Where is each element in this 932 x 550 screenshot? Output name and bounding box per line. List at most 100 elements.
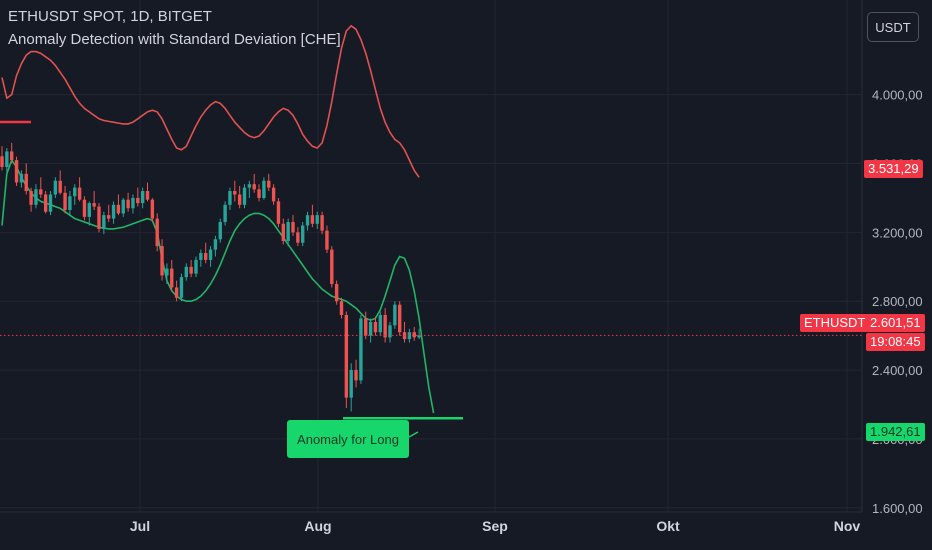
symbol-tag: ETHUSDT [800,314,870,332]
candle-body [320,215,324,231]
indicator-title[interactable]: Anomaly Detection with Standard Deviatio… [8,31,341,48]
y-tick-label: 2.800,00 [872,294,923,309]
candle-body [131,197,135,209]
candle-body [82,199,87,217]
candle-body [121,199,125,214]
candle-body [63,192,67,210]
symbol-title[interactable]: ETHUSDT SPOT, 1D, BITGET [8,8,212,25]
candle-body [29,191,33,205]
candle-body [223,204,227,223]
candle-body [174,287,179,298]
candle-body [301,225,305,243]
y-tick-label: 3.200,00 [872,225,923,240]
candle-body [271,187,276,202]
candle-body [107,215,111,219]
candle-body [68,196,72,210]
candle-body [252,184,256,190]
y-tick-label: 1.600,00 [872,501,923,516]
x-axis: Jul Aug Sep Okt Nov [0,511,932,534]
candle-body [48,194,53,212]
candle-body [228,191,232,205]
candle-body [43,194,48,212]
candle-body [58,180,62,193]
candle-body [257,189,261,198]
candle-body [145,191,150,200]
grid [0,0,862,512]
candle-body [87,203,91,217]
candle-body [0,156,4,167]
upper-band-price-tag: 3.531,29 [864,160,923,178]
candle-body [184,266,188,278]
candle-body [281,223,285,241]
candle-body [344,315,349,398]
candle-body [102,215,106,229]
candle-body [204,253,208,260]
candle-body [339,301,344,315]
candle-body [296,232,300,243]
candle-body [291,222,295,233]
candle-body [155,218,159,247]
candle-body [5,151,9,167]
candle-body [276,201,281,224]
y-tick-label: 2.400,00 [872,363,923,378]
candle-body [359,318,363,381]
candle-body [237,194,242,205]
label-tail [408,431,419,438]
y-axis-panel [862,0,932,550]
candle-body [92,203,96,207]
candle-body [19,173,24,183]
candle-body [398,304,402,333]
candle-body [24,173,28,192]
candle-body [116,204,121,214]
currency-unit-button[interactable]: USDT [867,12,919,42]
candle-body [179,277,184,298]
candle-body [39,189,43,195]
candle-body [412,332,416,338]
upper-band-line [1,24,420,178]
candle-body [267,180,271,188]
candle-body [417,335,421,338]
candles [0,142,421,412]
candle-body [286,222,290,241]
candle-body [334,284,339,302]
candle-body [233,191,237,195]
candle-body [208,249,213,260]
candle-body [77,187,82,200]
candle-body [242,187,247,205]
candle-body [373,321,378,333]
candle-body [393,304,397,326]
candle-body [388,325,392,338]
x-tick-label: Okt [656,518,680,534]
candle-body [199,253,203,260]
candle-body [14,160,19,183]
candle-body [218,222,222,240]
candle-body [349,370,353,398]
last-price-tag: 2.601,51 [866,314,925,332]
x-tick-label: Jul [130,518,150,534]
candle-body [305,215,310,226]
anomaly-for-long-label: Anomaly for Long [287,420,409,458]
x-tick-label: Nov [834,518,861,534]
candle-body [34,189,38,205]
candle-body [368,321,373,336]
candle-body [53,180,58,195]
candle-body [165,268,169,276]
candle-body [194,259,198,274]
candle-body [383,315,387,338]
candle-body [213,239,218,250]
candle-body [378,315,382,333]
candle-body [97,206,101,229]
candle-body [262,180,266,198]
candle-body [364,318,368,336]
candle-body [150,199,155,219]
countdown-tag: 19:08:45 [866,333,925,351]
candle-body [73,187,77,197]
lower-band-line [1,158,435,414]
x-tick-label: Sep [482,518,508,534]
candle-body [10,151,14,161]
candle-body [330,249,334,285]
candle-body [160,246,164,276]
candle-body [315,215,319,224]
